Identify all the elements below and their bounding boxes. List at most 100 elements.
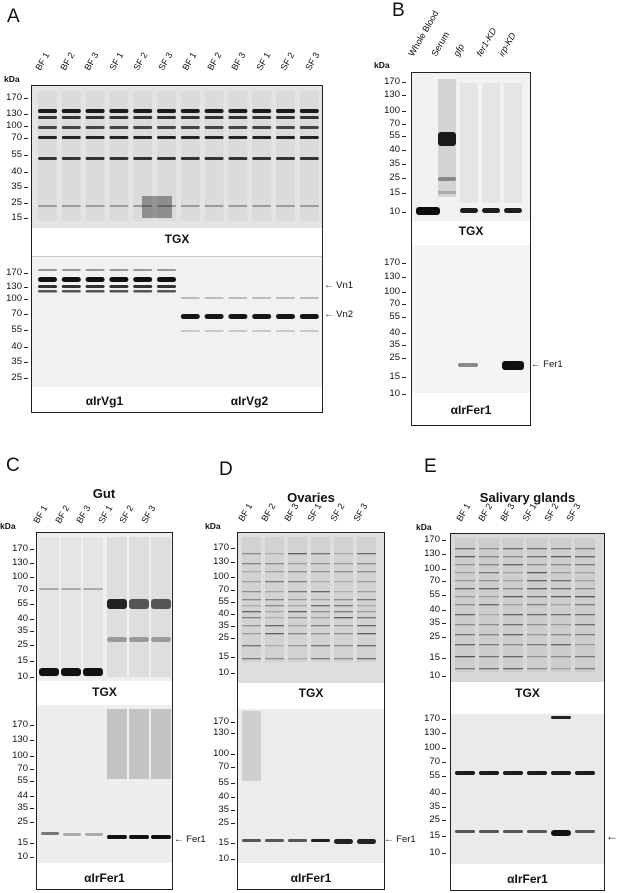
protein-band [575, 564, 595, 566]
protein-band [133, 136, 153, 139]
protein-band [455, 634, 475, 636]
protein-band [228, 116, 248, 119]
protein-band [129, 637, 149, 642]
mw-marker-label: 25 [11, 197, 22, 208]
protein-band [228, 136, 248, 139]
mw-tick [442, 733, 446, 734]
protein-band [39, 588, 59, 590]
protein-band [85, 136, 105, 139]
lane-smear [252, 91, 272, 221]
panel-d-fer1-caption: αIrFer1 [290, 871, 332, 885]
lane-smear [575, 538, 595, 672]
protein-band [438, 191, 456, 194]
protein-band [479, 830, 499, 833]
protein-band [527, 771, 547, 775]
protein-band [357, 605, 376, 607]
protein-band [479, 572, 499, 574]
protein-band [133, 126, 153, 129]
protein-band [242, 581, 261, 583]
protein-band [503, 614, 523, 616]
protein-band [85, 833, 103, 836]
protein-band [551, 572, 571, 574]
protein-band [551, 830, 571, 836]
lane-label: BF 2 [52, 503, 72, 525]
lane-label: SF 2 [131, 50, 150, 72]
lane-smear [133, 91, 153, 221]
protein-band [503, 634, 523, 636]
protein-band [575, 588, 595, 590]
mw-tick [442, 676, 446, 677]
lane-smear [242, 711, 261, 781]
protein-band [265, 605, 284, 607]
mw-marker-label: 55 [429, 589, 440, 600]
protein-band [265, 581, 284, 583]
protein-band [204, 126, 224, 129]
protein-band [288, 839, 307, 842]
mw-tick [442, 807, 446, 808]
protein-band [85, 269, 105, 271]
mw-tick [30, 725, 34, 726]
lane-smear [288, 537, 307, 662]
protein-band [311, 605, 330, 607]
protein-band [527, 580, 547, 582]
protein-band [242, 658, 261, 660]
protein-band [180, 314, 200, 319]
panel-d-frame: TGX αIrFer1 [237, 532, 385, 890]
protein-band [157, 277, 176, 282]
mw-marker-label: 55 [11, 324, 22, 335]
protein-band [228, 126, 248, 129]
lane-smear [504, 83, 522, 203]
panel-a-vn1-label: Vn1 [336, 280, 354, 291]
protein-band [288, 658, 307, 660]
protein-band [455, 580, 475, 582]
panel-c-western-blot [37, 705, 172, 863]
lane-label: BF 2 [204, 50, 224, 72]
protein-band [109, 290, 129, 293]
mw-marker-label: 170 [6, 267, 22, 278]
protein-band [311, 625, 330, 627]
protein-band [455, 572, 475, 574]
protein-band [157, 285, 176, 288]
protein-band [503, 644, 523, 646]
mw-tick [30, 590, 34, 591]
protein-band [265, 563, 284, 565]
protein-band [575, 572, 595, 574]
mw-marker-label: 10 [218, 667, 229, 678]
protein-band [357, 563, 376, 565]
protein-band [109, 277, 129, 282]
protein-band [85, 290, 105, 293]
protein-band [157, 116, 176, 119]
mw-tick [24, 299, 28, 300]
mw-marker-label: 70 [218, 584, 229, 595]
protein-band [479, 668, 499, 670]
mw-marker-label: 130 [12, 557, 28, 568]
protein-band [503, 580, 523, 582]
protein-band [204, 297, 224, 299]
protein-band [416, 207, 440, 215]
protein-band [180, 136, 200, 139]
protein-band [551, 614, 571, 616]
lane-label: BF 3 [82, 50, 101, 72]
protein-band [299, 330, 319, 332]
protein-band [357, 553, 376, 555]
protein-band [133, 116, 153, 119]
mw-marker-label: 70 [17, 584, 28, 595]
mw-tick [30, 808, 34, 809]
mw-tick [30, 619, 34, 620]
protein-band [83, 668, 103, 676]
mw-tick [231, 590, 235, 591]
mw-tick [231, 783, 235, 784]
lane-smear [61, 537, 81, 677]
panel-e-fer1-arrow: ← [606, 829, 617, 843]
mw-marker-label: 100 [384, 105, 400, 116]
protein-band [503, 604, 523, 606]
protein-band [575, 668, 595, 670]
mw-tick [402, 317, 406, 318]
lane-smear [527, 538, 547, 672]
mw-tick [402, 333, 406, 334]
lane-label: SF 3 [302, 50, 322, 72]
protein-band [38, 290, 57, 293]
panel-e-letter: E [424, 456, 437, 477]
protein-band [479, 580, 499, 582]
protein-band [107, 599, 127, 609]
